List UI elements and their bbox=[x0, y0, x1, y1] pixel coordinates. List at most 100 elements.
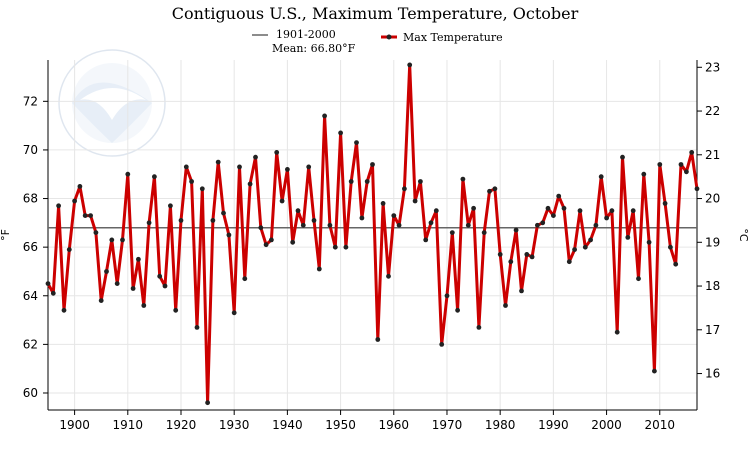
data-point bbox=[157, 273, 163, 279]
data-point bbox=[439, 342, 445, 347]
data-point bbox=[455, 307, 460, 313]
data-point bbox=[652, 368, 657, 374]
data-point bbox=[173, 307, 179, 313]
data-point bbox=[471, 205, 476, 211]
data-point bbox=[641, 171, 647, 177]
data-point bbox=[183, 164, 189, 170]
data-point bbox=[418, 179, 423, 184]
legend: 1901-2000 Mean: 66.80°F Max Temperature bbox=[252, 28, 503, 55]
data-point bbox=[662, 201, 668, 206]
data-point bbox=[540, 220, 546, 226]
data-point bbox=[120, 237, 125, 243]
data-point bbox=[168, 203, 173, 209]
data-point bbox=[300, 222, 306, 228]
noaa-logo-watermark bbox=[58, 49, 166, 157]
data-point bbox=[98, 298, 104, 303]
data-point bbox=[141, 303, 147, 308]
x-gridlines bbox=[74, 60, 661, 410]
data-point bbox=[513, 227, 519, 233]
data-point bbox=[247, 181, 253, 187]
data-point bbox=[205, 400, 211, 406]
chart-title: Contiguous U.S., Maximum Temperature, Oc… bbox=[172, 4, 579, 23]
data-point bbox=[566, 259, 572, 265]
data-point bbox=[66, 247, 72, 253]
series-points bbox=[45, 62, 700, 406]
y-tick-label-fahrenheit: 66 bbox=[23, 240, 38, 254]
data-point bbox=[295, 208, 301, 214]
data-point bbox=[519, 288, 524, 294]
y-ticks-celsius: 16 17 18 19 20 21 22 23 bbox=[697, 60, 720, 381]
data-point bbox=[343, 244, 349, 250]
data-point bbox=[237, 164, 242, 170]
data-point bbox=[263, 242, 269, 248]
data-point bbox=[279, 198, 285, 204]
data-point bbox=[609, 208, 615, 214]
y-tick-label-celsius: 22 bbox=[705, 104, 720, 118]
data-point bbox=[402, 186, 407, 192]
data-point bbox=[194, 325, 200, 330]
data-point bbox=[577, 208, 583, 214]
data-point bbox=[370, 162, 375, 167]
data-point bbox=[588, 237, 593, 243]
data-point bbox=[487, 188, 492, 194]
data-point bbox=[109, 237, 115, 243]
data-point bbox=[391, 213, 397, 219]
y-tick-label-celsius: 21 bbox=[705, 148, 720, 162]
data-point bbox=[88, 213, 93, 219]
data-point bbox=[673, 261, 679, 267]
data-point bbox=[678, 162, 684, 167]
data-point bbox=[359, 215, 365, 221]
x-tick-label: 1910 bbox=[113, 418, 144, 432]
x-tick-label: 1980 bbox=[485, 418, 516, 432]
data-point bbox=[125, 171, 131, 177]
data-point bbox=[551, 213, 556, 219]
data-point bbox=[316, 266, 322, 272]
x-tick-label: 1920 bbox=[166, 418, 197, 432]
data-point bbox=[104, 269, 109, 274]
y-tick-label-celsius: 20 bbox=[705, 192, 720, 206]
data-point bbox=[56, 203, 61, 209]
data-point bbox=[503, 303, 508, 308]
y-tick-label-fahrenheit: 70 bbox=[23, 143, 38, 157]
data-point bbox=[130, 286, 136, 291]
data-point bbox=[604, 215, 609, 221]
data-point bbox=[290, 239, 296, 245]
data-point bbox=[545, 205, 551, 211]
data-point bbox=[465, 222, 471, 228]
data-point bbox=[348, 179, 354, 184]
data-point bbox=[253, 154, 258, 160]
data-point bbox=[226, 232, 232, 238]
data-point bbox=[322, 113, 327, 119]
legend-series-marker bbox=[386, 34, 392, 40]
data-point bbox=[258, 225, 264, 231]
data-point bbox=[364, 179, 370, 184]
data-point bbox=[354, 140, 359, 146]
data-point bbox=[178, 218, 184, 223]
data-point bbox=[199, 186, 205, 192]
data-point bbox=[620, 154, 625, 160]
data-point bbox=[481, 230, 487, 236]
data-point bbox=[497, 252, 503, 257]
data-point bbox=[327, 222, 333, 228]
y-tick-label-fahrenheit: 62 bbox=[23, 337, 38, 351]
data-point bbox=[380, 201, 386, 206]
data-point bbox=[45, 281, 51, 286]
data-point bbox=[114, 281, 120, 286]
x-tick-label: 1960 bbox=[379, 418, 410, 432]
data-point bbox=[460, 176, 466, 182]
data-point bbox=[598, 174, 604, 180]
data-point bbox=[444, 293, 450, 299]
data-point bbox=[694, 186, 700, 192]
y-tick-label-fahrenheit: 60 bbox=[23, 386, 38, 400]
legend-series-label: Max Temperature bbox=[403, 31, 503, 44]
x-ticks: 1900 1910 1920 1930 1940 1950 1960 1970 1980 1990… bbox=[59, 410, 675, 432]
data-point bbox=[221, 210, 226, 216]
data-point bbox=[524, 252, 530, 257]
y-tick-label-celsius: 19 bbox=[705, 235, 720, 249]
data-point bbox=[556, 193, 562, 199]
data-point bbox=[72, 198, 77, 204]
data-point bbox=[572, 247, 577, 253]
data-point bbox=[412, 198, 418, 204]
data-point bbox=[582, 244, 588, 250]
